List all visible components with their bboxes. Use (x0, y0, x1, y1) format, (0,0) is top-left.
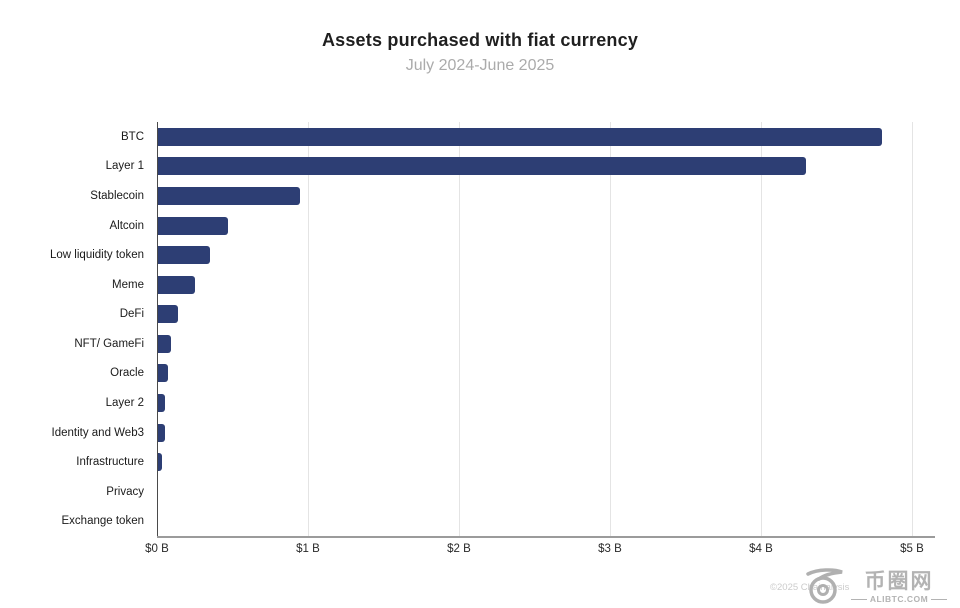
x-tick-label: $5 B (900, 543, 924, 555)
category-row: BTC (0, 122, 151, 152)
plot-area (157, 122, 913, 536)
bar-row (157, 211, 912, 241)
category-label: Oracle (110, 367, 144, 380)
category-label: BTC (121, 130, 144, 143)
bar-row (157, 122, 912, 152)
bar-row (157, 359, 912, 389)
category-row: DeFi (0, 299, 151, 329)
x-tick-label: $4 B (749, 543, 773, 555)
chart-subtitle: July 2024-June 2025 (405, 57, 555, 74)
category-axis: BTC Layer 1 Stablecoin Altcoin Low liquidity… (0, 122, 151, 536)
x-tick-label: $3 B (598, 543, 622, 555)
category-row: NFT/ GameFi (0, 329, 151, 359)
bar-row (157, 181, 912, 211)
category-label: Low liquidity token (50, 249, 144, 262)
bar (157, 364, 168, 383)
category-label: Identity and Web3 (51, 426, 145, 439)
bar-row (157, 299, 912, 329)
bar-row (157, 418, 912, 448)
watermark: ©2025 Chainalysis 币圈网 ALIBTC.COM (770, 566, 956, 606)
bar (157, 157, 807, 176)
category-row: Identity and Web3 (0, 418, 151, 448)
x-tick-label: $0 B (145, 543, 169, 555)
category-label: Stablecoin (90, 189, 144, 202)
category-row: Altcoin (0, 211, 151, 241)
bar (157, 334, 171, 353)
bar-row (157, 152, 912, 182)
bar-row (157, 477, 912, 507)
chart-header: Assets purchased with fiat currency July… (0, 30, 960, 75)
gridline (761, 122, 762, 536)
gridline (912, 122, 913, 536)
category-row: Meme (0, 270, 151, 300)
category-row: Exchange token (0, 507, 151, 537)
bar (157, 275, 195, 294)
bar-row (157, 447, 912, 477)
gridline (610, 122, 611, 536)
category-label: Infrastructure (76, 456, 144, 469)
bar (157, 127, 882, 146)
chart-title: Assets purchased with fiat currency (321, 30, 639, 50)
category-label: Layer 2 (105, 396, 144, 409)
bar (157, 393, 165, 412)
bar (157, 423, 165, 442)
bar-row (157, 329, 912, 359)
bar-row (157, 270, 912, 300)
watermark-logo-icon (806, 568, 843, 604)
watermark-site-url: ALIBTC.COM (846, 594, 952, 604)
category-label: NFT/ GameFi (74, 337, 144, 350)
bar (157, 246, 210, 265)
category-row: Layer 1 (0, 152, 151, 182)
category-row: Low liquidity token (0, 240, 151, 270)
gridline (459, 122, 460, 536)
category-label: Layer 1 (105, 160, 144, 173)
bar (157, 453, 162, 472)
bar (157, 186, 301, 205)
watermark-text: 币圈网 ALIBTC.COM (846, 570, 952, 605)
bar-row (157, 388, 912, 418)
category-label: Altcoin (109, 219, 144, 232)
category-row: Oracle (0, 359, 151, 389)
category-row: Infrastructure (0, 447, 151, 477)
category-row: Stablecoin (0, 181, 151, 211)
bar-row (157, 507, 912, 537)
category-label: Meme (112, 278, 144, 291)
watermark-site-name: 币圈网 (864, 570, 934, 593)
x-tick-label: $2 B (447, 543, 471, 555)
gridline (308, 122, 309, 536)
category-label: Exchange token (61, 515, 144, 528)
category-row: Layer 2 (0, 388, 151, 418)
bar (157, 305, 179, 324)
bars-area (157, 122, 912, 536)
x-tick-label: $1 B (296, 543, 320, 555)
category-label: Privacy (106, 485, 144, 498)
category-label: DeFi (119, 308, 144, 321)
bar-row (157, 240, 912, 270)
x-axis-baseline (157, 536, 935, 538)
bar (157, 216, 228, 235)
y-axis-line (157, 122, 158, 536)
x-axis-ticks: $0 B $1 B $2 B $3 B $4 B $5 B (145, 543, 924, 559)
category-row: Privacy (0, 477, 151, 507)
